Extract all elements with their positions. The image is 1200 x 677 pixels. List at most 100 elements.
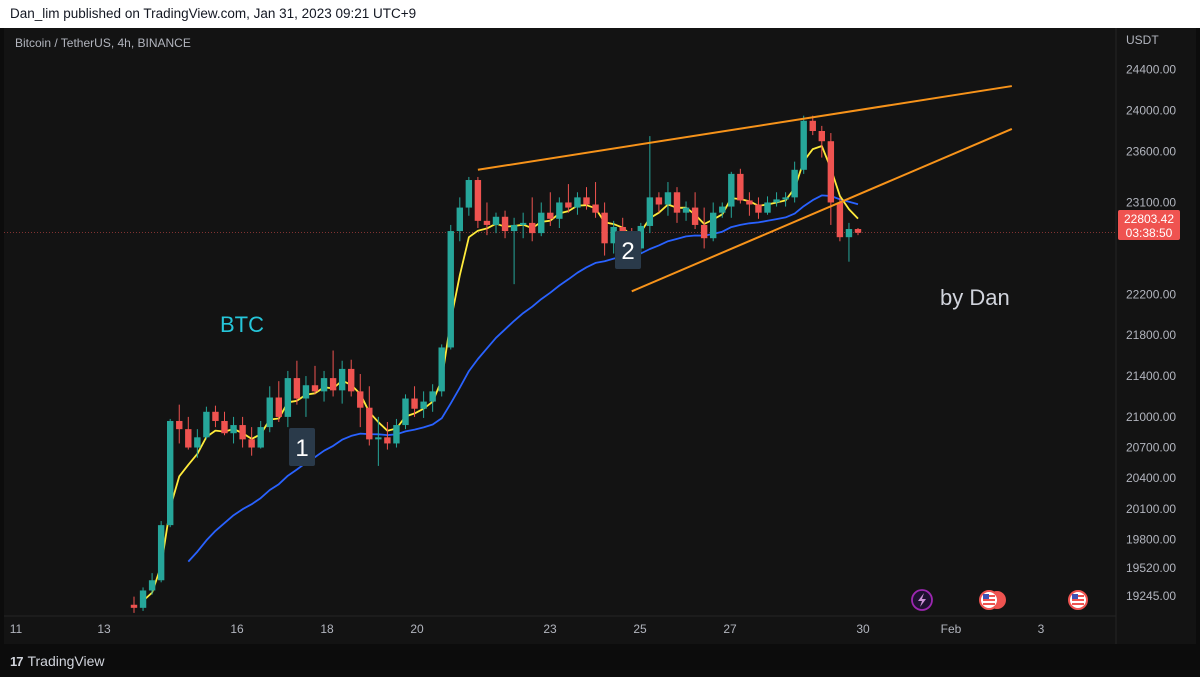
x-tick-label: 27 — [723, 622, 737, 636]
tradingview-logo-icon: 17 — [10, 653, 24, 669]
candle — [212, 405, 219, 428]
x-tick-label: 25 — [633, 622, 647, 636]
y-tick-label: 19800.00 — [1126, 532, 1176, 546]
wave-2-label: 2 — [621, 238, 634, 265]
candle-body — [592, 204, 599, 213]
candle-body — [610, 226, 617, 244]
candle — [320, 370, 328, 402]
candle-body — [710, 212, 717, 239]
candle — [130, 596, 138, 613]
candle-body — [465, 180, 473, 208]
candle — [420, 391, 427, 418]
candle — [329, 350, 337, 397]
candle — [529, 197, 536, 242]
candle-body — [574, 197, 581, 208]
candle — [700, 207, 708, 249]
x-tick-label: 18 — [320, 622, 334, 636]
candle-body — [302, 385, 310, 399]
candle — [746, 192, 753, 216]
candle-body — [284, 378, 292, 417]
candle-body — [773, 199, 780, 203]
us-flag-icon[interactable] — [979, 590, 1006, 610]
candle-body — [547, 212, 554, 219]
candle-body — [691, 207, 699, 225]
tradingview-logo[interactable]: 17 TradingView — [10, 652, 105, 670]
candle — [375, 416, 382, 466]
y-tick-label: 22200.00 — [1126, 287, 1176, 301]
candle — [501, 210, 509, 239]
candle — [556, 197, 563, 228]
candle-body — [619, 226, 626, 234]
candle — [157, 521, 165, 583]
candle — [483, 202, 491, 236]
candle — [691, 192, 699, 230]
candle-body — [185, 429, 192, 448]
candle — [366, 386, 373, 446]
y-tick-label: 20700.00 — [1126, 441, 1176, 455]
candle — [447, 224, 454, 350]
candle — [302, 376, 310, 417]
x-tick-label: 13 — [97, 622, 111, 636]
candle — [194, 429, 201, 458]
currency-label: USDT — [1126, 33, 1159, 47]
x-tick-label: Feb — [941, 622, 962, 636]
candle-body — [827, 141, 835, 203]
candle — [664, 182, 672, 216]
candle-body — [438, 347, 445, 392]
x-tick-label: 3 — [1038, 622, 1045, 636]
candle — [836, 197, 844, 242]
candle — [583, 187, 590, 210]
candle — [646, 136, 654, 234]
candle-body — [447, 231, 454, 348]
candle — [818, 125, 825, 158]
candle-body — [203, 411, 210, 438]
candle — [673, 187, 681, 223]
candle — [411, 386, 418, 417]
price-chart[interactable]: Bitcoin / TetherUS, 4h, BINANCE USDT 244… — [4, 28, 1196, 644]
candle — [239, 416, 246, 448]
trendlines[interactable] — [477, 85, 1013, 293]
candle — [438, 344, 445, 397]
y-tick-label: 19245.00 — [1126, 589, 1176, 603]
candle-body — [800, 120, 807, 170]
candle — [519, 212, 527, 239]
ema-fast-line — [142, 145, 859, 602]
candle — [429, 384, 436, 412]
candle — [465, 176, 473, 216]
candle — [176, 404, 183, 444]
event-lightning-icon[interactable] — [911, 589, 933, 611]
candle-body — [601, 212, 608, 244]
candle-body — [384, 437, 391, 444]
candle — [827, 133, 835, 225]
x-tick-label: 11 — [10, 622, 23, 636]
candle — [348, 359, 355, 397]
candle — [854, 228, 862, 236]
signature-label: by Dan — [940, 285, 1010, 310]
wave-1-label: 1 — [295, 435, 308, 462]
y-tick-label: 19520.00 — [1126, 561, 1176, 575]
candle-body — [529, 222, 536, 234]
y-tick-label: 23600.00 — [1126, 144, 1176, 158]
candle — [791, 161, 798, 203]
candle-body — [782, 197, 789, 200]
candle-body — [139, 590, 147, 608]
candle — [474, 176, 482, 228]
ema-lines — [142, 145, 859, 602]
candle-body — [565, 202, 572, 208]
candle — [538, 202, 545, 237]
candle — [565, 184, 572, 213]
candle-body — [483, 220, 491, 225]
candle-body — [311, 385, 319, 392]
chart-panel[interactable]: Bitcoin / TetherUS, 4h, BINANCE USDT 244… — [4, 28, 1196, 644]
candle-body — [212, 411, 219, 421]
candle — [809, 115, 816, 136]
y-tick-label: 21800.00 — [1126, 328, 1176, 342]
candle-body — [673, 192, 681, 213]
y-tick-label: 24000.00 — [1126, 104, 1176, 118]
candle — [492, 212, 500, 234]
us-flag-icon[interactable] — [1068, 590, 1088, 610]
candle-body — [194, 437, 201, 448]
countdown-value: 03:38:50 — [1126, 226, 1173, 240]
candle-body — [737, 173, 744, 201]
symbol-title: Bitcoin / TetherUS, 4h, BINANCE — [15, 36, 191, 50]
